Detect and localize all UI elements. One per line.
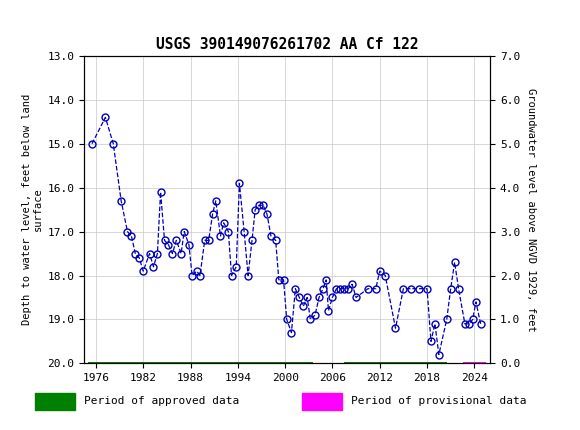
Y-axis label: Depth to water level, feet below land
surface: Depth to water level, feet below land su…: [21, 94, 44, 325]
Text: Period of approved data: Period of approved data: [84, 396, 240, 406]
Bar: [302, 393, 342, 410]
Bar: [35, 393, 75, 410]
Y-axis label: Groundwater level above NGVD 1929, feet: Groundwater level above NGVD 1929, feet: [525, 88, 535, 332]
Title: USGS 390149076261702 AA Cf 122: USGS 390149076261702 AA Cf 122: [156, 37, 418, 52]
Text: Period of provisional data: Period of provisional data: [351, 396, 527, 406]
Text: ≡USGS: ≡USGS: [9, 14, 79, 31]
